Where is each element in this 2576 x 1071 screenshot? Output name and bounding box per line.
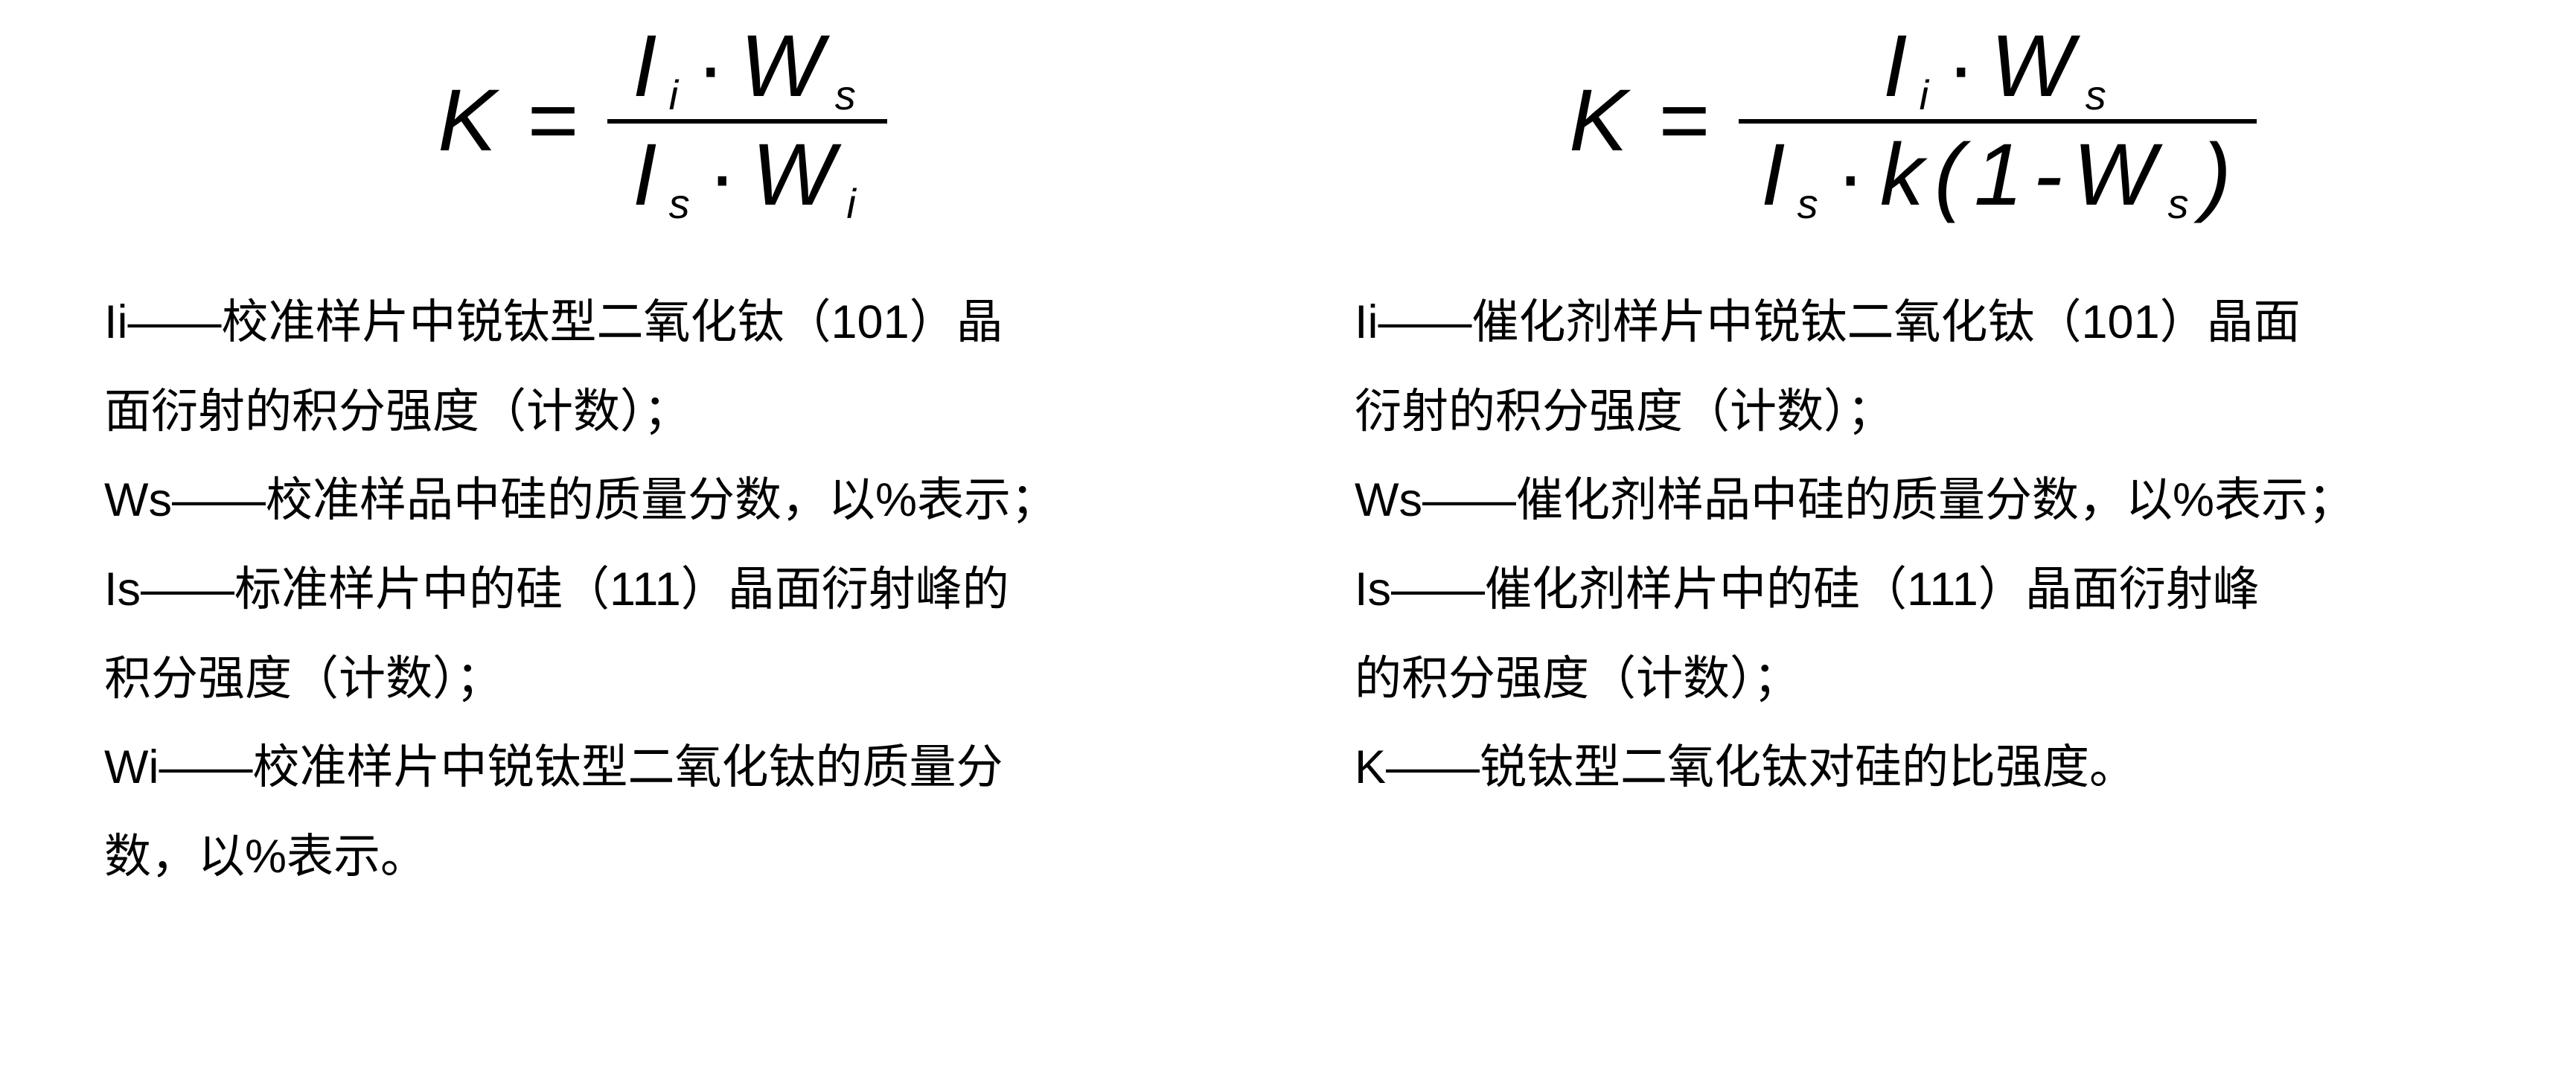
desc-line: K——锐钛型二氧化钛对硅的比强度。 <box>1355 723 2441 813</box>
symbol-I: I <box>633 131 660 219</box>
left-fraction: Ii · Ws Is · Wi <box>607 22 887 219</box>
subscript-s: s <box>835 74 859 116</box>
desc-line: Is——标准样片中的硅（111）晶面衍射峰的 <box>104 546 1191 635</box>
desc-line: Wi——校准样片中锐钛型二氧化钛的质量分 <box>104 723 1191 813</box>
left-description: Ii——校准样片中锐钛型二氧化钛（101）晶 面衍射的积分强度（计数）； Ws—… <box>104 278 1191 902</box>
desc-line: Ws——催化剂样品中硅的质量分数，以%表示； <box>1355 456 2441 546</box>
left-denominator: Is · Wi <box>607 131 887 219</box>
symbol-W: W <box>1990 22 2076 110</box>
right-column: K = Ii · Ws Is · k ( 1 - Ws ) Ii——催化剂样片中… <box>1355 22 2441 1071</box>
desc-line: 衍射的积分强度（计数）； <box>1355 368 2441 457</box>
symbol-W: W <box>740 22 825 110</box>
left-numerator: Ii · Ws <box>607 22 887 110</box>
equals-sign: = <box>1658 77 1712 164</box>
desc-line: Ws——校准样品中硅的质量分数，以%表示； <box>104 456 1191 546</box>
desc-line: Ii——催化剂样片中锐钛二氧化钛（101）晶面 <box>1355 278 2441 368</box>
symbol-I: I <box>1761 131 1789 219</box>
right-fraction: Ii · Ws Is · k ( 1 - Ws ) <box>1739 22 2257 219</box>
fraction-line <box>1739 119 2257 124</box>
subscript-s: s <box>1797 183 1821 225</box>
dot-operator: · <box>1942 22 1983 110</box>
left-formula: K = Ii · Ws Is · Wi <box>104 22 1191 219</box>
open-paren: ( <box>1934 131 1966 219</box>
subscript-s: s <box>2168 183 2192 225</box>
minus-sign: - <box>2033 131 2065 219</box>
left-column: K = Ii · Ws Is · Wi Ii——校准样片中锐钛型二氧化钛（101… <box>104 22 1191 1071</box>
dot-operator: · <box>691 22 732 110</box>
subscript-i: i <box>1920 74 1931 116</box>
right-denominator: Is · k ( 1 - Ws ) <box>1739 131 2257 219</box>
right-description: Ii——催化剂样片中锐钛二氧化钛（101）晶面 衍射的积分强度（计数）； Ws—… <box>1355 278 2441 813</box>
desc-line: 积分强度（计数）； <box>104 635 1191 724</box>
symbol-I: I <box>1883 22 1911 110</box>
left-formula-lhs: K = <box>438 77 581 164</box>
subscript-s: s <box>669 183 693 225</box>
subscript-i: i <box>669 74 681 116</box>
dot-operator: · <box>703 131 744 219</box>
symbol-W: W <box>2073 131 2158 219</box>
symbol-W: W <box>752 131 837 219</box>
symbol-K: K <box>1569 77 1631 164</box>
right-formula: K = Ii · Ws Is · k ( 1 - Ws ) <box>1355 22 2441 219</box>
desc-line: 面衍射的积分强度（计数）； <box>104 368 1191 457</box>
symbol-I: I <box>633 22 660 110</box>
desc-line: Ii——校准样片中锐钛型二氧化钛（101）晶 <box>104 278 1191 368</box>
close-paren: ) <box>2202 131 2234 219</box>
symbol-K: K <box>438 77 499 164</box>
symbol-k: k <box>1880 131 1927 219</box>
desc-line: 数，以%表示。 <box>104 813 1191 902</box>
subscript-i: i <box>846 183 858 225</box>
dot-operator: · <box>1832 131 1873 219</box>
subscript-s: s <box>2086 74 2109 116</box>
desc-line: 的积分强度（计数）； <box>1355 635 2441 724</box>
desc-line: Is——催化剂样片中的硅（111）晶面衍射峰 <box>1355 546 2441 635</box>
right-numerator: Ii · Ws <box>1858 22 2138 110</box>
fraction-line <box>607 119 887 124</box>
number-one: 1 <box>1974 131 2026 219</box>
equals-sign: = <box>526 77 581 164</box>
right-formula-lhs: K = <box>1569 77 1712 164</box>
